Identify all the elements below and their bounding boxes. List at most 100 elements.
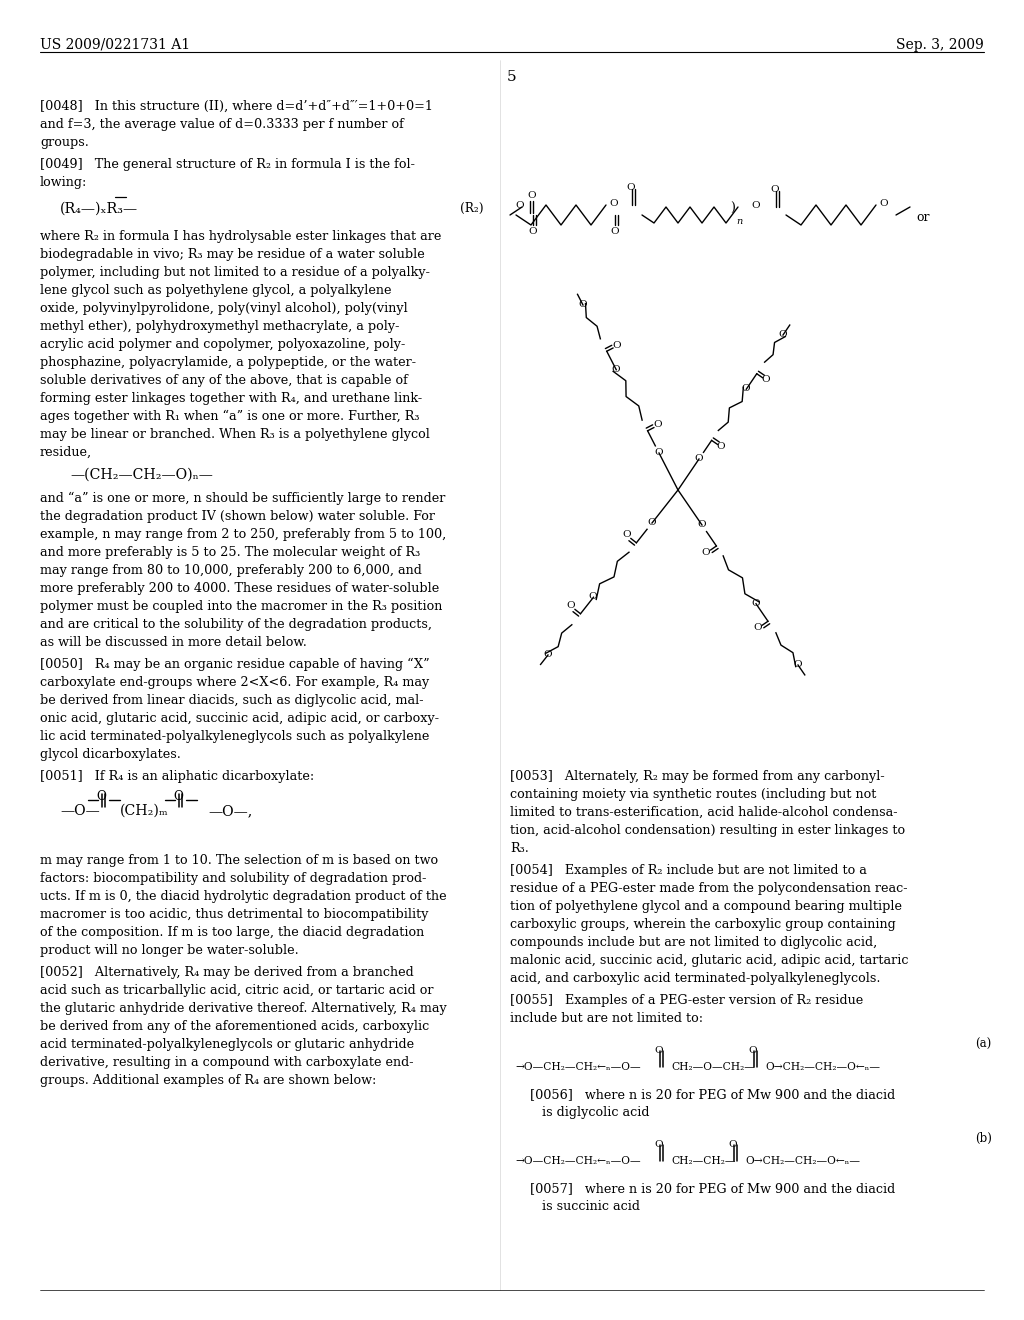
Text: O: O bbox=[751, 599, 760, 607]
Text: [0049]   The general structure of R₂ in formula I is the fol-: [0049] The general structure of R₂ in fo… bbox=[40, 158, 415, 172]
Text: factors: biocompatibility and solubility of degradation prod-: factors: biocompatibility and solubility… bbox=[40, 873, 426, 884]
Text: O: O bbox=[609, 199, 617, 209]
Text: [0053]   Alternately, R₂ may be formed from any carbonyl-: [0053] Alternately, R₂ may be formed fro… bbox=[510, 770, 885, 783]
Text: methyl ether), polyhydroxymethyl methacrylate, a poly-: methyl ether), polyhydroxymethyl methacr… bbox=[40, 319, 399, 333]
Text: macromer is too acidic, thus detrimental to biocompatibility: macromer is too acidic, thus detrimental… bbox=[40, 908, 428, 921]
Text: O→CH₂—CH₂—O←ₙ—: O→CH₂—CH₂—O←ₙ— bbox=[745, 1156, 860, 1166]
Text: lowing:: lowing: bbox=[40, 176, 87, 189]
Text: soluble derivatives of any of the above, that is capable of: soluble derivatives of any of the above,… bbox=[40, 374, 408, 387]
Text: [0054]   Examples of R₂ include but are not limited to a: [0054] Examples of R₂ include but are no… bbox=[510, 865, 867, 876]
Text: forming ester linkages together with R₄, and urethane link-: forming ester linkages together with R₄,… bbox=[40, 392, 422, 405]
Text: as will be discussed in more detail below.: as will be discussed in more detail belo… bbox=[40, 636, 307, 649]
Text: O: O bbox=[697, 520, 706, 529]
Text: O: O bbox=[528, 227, 537, 236]
Text: polymer must be coupled into the macromer in the R₃ position: polymer must be coupled into the macrome… bbox=[40, 601, 442, 612]
Text: O: O bbox=[762, 375, 770, 384]
Text: and f=3, the average value of d=0.3333 per f number of: and f=3, the average value of d=0.3333 p… bbox=[40, 117, 403, 131]
Text: O: O bbox=[701, 548, 710, 557]
Text: residue of a PEG-ester made from the polycondensation reac-: residue of a PEG-ester made from the pol… bbox=[510, 882, 907, 895]
Text: →O—CH₂—CH₂←ₙ—O—: →O—CH₂—CH₂←ₙ—O— bbox=[515, 1063, 641, 1072]
Text: —O—: —O— bbox=[60, 804, 99, 818]
Text: n: n bbox=[736, 216, 742, 226]
Text: O: O bbox=[578, 300, 587, 309]
Text: O: O bbox=[610, 227, 618, 236]
Text: oxide, polyvinylpyrolidone, poly(vinyl alcohol), poly(vinyl: oxide, polyvinylpyrolidone, poly(vinyl a… bbox=[40, 302, 408, 315]
Text: where R₂ in formula I has hydrolysable ester linkages that are: where R₂ in formula I has hydrolysable e… bbox=[40, 230, 441, 243]
Text: derivative, resulting in a compound with carboxylate end-: derivative, resulting in a compound with… bbox=[40, 1056, 414, 1069]
Text: CH₂—O—CH₂—: CH₂—O—CH₂— bbox=[671, 1063, 755, 1072]
Text: polymer, including but not limited to a residue of a polyalky-: polymer, including but not limited to a … bbox=[40, 267, 430, 279]
Text: —(CH₂—CH₂—O)ₙ—: —(CH₂—CH₂—O)ₙ— bbox=[70, 469, 213, 482]
Text: [0055]   Examples of a PEG-ester version of R₂ residue: [0055] Examples of a PEG-ester version o… bbox=[510, 994, 863, 1007]
Text: and more preferably is 5 to 25. The molecular weight of R₃: and more preferably is 5 to 25. The mole… bbox=[40, 546, 420, 558]
Text: O: O bbox=[626, 183, 635, 191]
Text: compounds include but are not limited to diglycolic acid,: compounds include but are not limited to… bbox=[510, 936, 878, 949]
Text: groups.: groups. bbox=[40, 136, 89, 149]
Text: O: O bbox=[654, 447, 663, 457]
Text: the degradation product IV (shown below) water soluble. For: the degradation product IV (shown below)… bbox=[40, 510, 435, 523]
Text: lene glycol such as polyethylene glycol, a polyalkylene: lene glycol such as polyethylene glycol,… bbox=[40, 284, 391, 297]
Text: acrylic acid polymer and copolymer, polyoxazoline, poly-: acrylic acid polymer and copolymer, poly… bbox=[40, 338, 406, 351]
Text: O: O bbox=[612, 341, 621, 350]
Text: Sep. 3, 2009: Sep. 3, 2009 bbox=[896, 38, 984, 51]
Text: O: O bbox=[748, 1045, 757, 1055]
Text: O→CH₂—CH₂—O←ₙ—: O→CH₂—CH₂—O←ₙ— bbox=[765, 1063, 880, 1072]
Text: is diglycolic acid: is diglycolic acid bbox=[542, 1106, 649, 1119]
Text: biodegradable in vivo; R₃ may be residue of a water soluble: biodegradable in vivo; R₃ may be residue… bbox=[40, 248, 425, 261]
Text: include but are not limited to:: include but are not limited to: bbox=[510, 1012, 703, 1026]
Text: may range from 80 to 10,000, preferably 200 to 6,000, and: may range from 80 to 10,000, preferably … bbox=[40, 564, 422, 577]
Text: may be linear or branched. When R₃ is a polyethylene glycol: may be linear or branched. When R₃ is a … bbox=[40, 428, 430, 441]
Text: [0051]   If R₄ is an aliphatic dicarboxylate:: [0051] If R₄ is an aliphatic dicarboxyla… bbox=[40, 770, 314, 783]
Text: O: O bbox=[653, 420, 662, 429]
Text: and “a” is one or more, n should be sufficiently large to render: and “a” is one or more, n should be suff… bbox=[40, 492, 445, 506]
Text: malonic acid, succinic acid, glutaric acid, adipic acid, tartaric: malonic acid, succinic acid, glutaric ac… bbox=[510, 954, 908, 968]
Text: (b): (b) bbox=[975, 1133, 992, 1144]
Text: (a): (a) bbox=[975, 1038, 991, 1051]
Text: O: O bbox=[515, 201, 523, 210]
Text: O: O bbox=[527, 191, 536, 201]
Text: acid such as tricarballylic acid, citric acid, or tartaric acid or: acid such as tricarballylic acid, citric… bbox=[40, 983, 433, 997]
Text: carboxylic groups, wherein the carboxylic group containing: carboxylic groups, wherein the carboxyli… bbox=[510, 917, 896, 931]
Text: [0052]   Alternatively, R₄ may be derived from a branched: [0052] Alternatively, R₄ may be derived … bbox=[40, 966, 414, 979]
Text: the glutaric anhydride derivative thereof. Alternatively, R₄ may: the glutaric anhydride derivative thereo… bbox=[40, 1002, 446, 1015]
Text: m may range from 1 to 10. The selection of m is based on two: m may range from 1 to 10. The selection … bbox=[40, 854, 438, 867]
Text: O: O bbox=[793, 660, 802, 669]
Text: →O—CH₂—CH₂←ₙ—O—: →O—CH₂—CH₂←ₙ—O— bbox=[515, 1156, 641, 1166]
Text: —O—,: —O—, bbox=[208, 804, 252, 818]
Text: groups. Additional examples of R₄ are shown below:: groups. Additional examples of R₄ are sh… bbox=[40, 1074, 377, 1086]
Text: glycol dicarboxylates.: glycol dicarboxylates. bbox=[40, 748, 181, 762]
Text: limited to trans-esterification, acid halide-alcohol condensa-: limited to trans-esterification, acid ha… bbox=[510, 807, 897, 818]
Text: R₃.: R₃. bbox=[510, 842, 528, 855]
Text: carboxylate end-groups where 2<X<6. For example, R₄ may: carboxylate end-groups where 2<X<6. For … bbox=[40, 676, 429, 689]
Text: [0048]   In this structure (II), where d=d’+d″+d″′=1+0+0=1: [0048] In this structure (II), where d=d… bbox=[40, 100, 433, 114]
Text: [0056]   where n is 20 for PEG of Mw 900 and the diacid: [0056] where n is 20 for PEG of Mw 900 a… bbox=[530, 1088, 895, 1101]
Text: example, n may range from 2 to 250, preferably from 5 to 100,: example, n may range from 2 to 250, pref… bbox=[40, 528, 446, 541]
Text: ucts. If m is 0, the diacid hydrolytic degradation product of the: ucts. If m is 0, the diacid hydrolytic d… bbox=[40, 890, 446, 903]
Text: ages together with R₁ when “a” is one or more. Further, R₃: ages together with R₁ when “a” is one or… bbox=[40, 411, 420, 424]
Text: more preferably 200 to 4000. These residues of water-soluble: more preferably 200 to 4000. These resid… bbox=[40, 582, 439, 595]
Text: (CH₂)ₘ: (CH₂)ₘ bbox=[120, 804, 169, 818]
Text: and are critical to the solubility of the degradation products,: and are critical to the solubility of th… bbox=[40, 618, 432, 631]
Text: residue,: residue, bbox=[40, 446, 92, 459]
Text: O: O bbox=[566, 602, 574, 610]
Text: O: O bbox=[741, 384, 750, 393]
Text: onic acid, glutaric acid, succinic acid, adipic acid, or carboxy-: onic acid, glutaric acid, succinic acid,… bbox=[40, 711, 439, 725]
Text: O: O bbox=[611, 364, 620, 374]
Text: acid terminated-polyalkyleneglycols or glutaric anhydride: acid terminated-polyalkyleneglycols or g… bbox=[40, 1038, 414, 1051]
Text: phosphazine, polyacrylamide, a polypeptide, or the water-: phosphazine, polyacrylamide, a polypepti… bbox=[40, 356, 416, 370]
Text: O: O bbox=[778, 330, 786, 339]
Text: O: O bbox=[647, 517, 655, 527]
Text: O: O bbox=[654, 1045, 663, 1055]
Text: O: O bbox=[96, 789, 105, 803]
Text: acid, and carboxylic acid terminated-polyalkyleneglycols.: acid, and carboxylic acid terminated-pol… bbox=[510, 972, 881, 985]
Text: or: or bbox=[916, 211, 930, 224]
Text: (R₂): (R₂) bbox=[460, 202, 483, 215]
Text: tion of polyethylene glycol and a compound bearing multiple: tion of polyethylene glycol and a compou… bbox=[510, 900, 902, 913]
Text: CH₂—CH₂—: CH₂—CH₂— bbox=[671, 1156, 735, 1166]
Text: 5: 5 bbox=[507, 70, 517, 84]
Text: O: O bbox=[717, 442, 725, 451]
Text: (R₄—)ₓR₃—: (R₄—)ₓR₃— bbox=[60, 202, 138, 216]
Text: of the composition. If m is too large, the diacid degradation: of the composition. If m is too large, t… bbox=[40, 927, 424, 939]
Text: lic acid terminated-polyalkyleneglycols such as polyalkylene: lic acid terminated-polyalkyleneglycols … bbox=[40, 730, 429, 743]
Text: O: O bbox=[622, 531, 631, 540]
